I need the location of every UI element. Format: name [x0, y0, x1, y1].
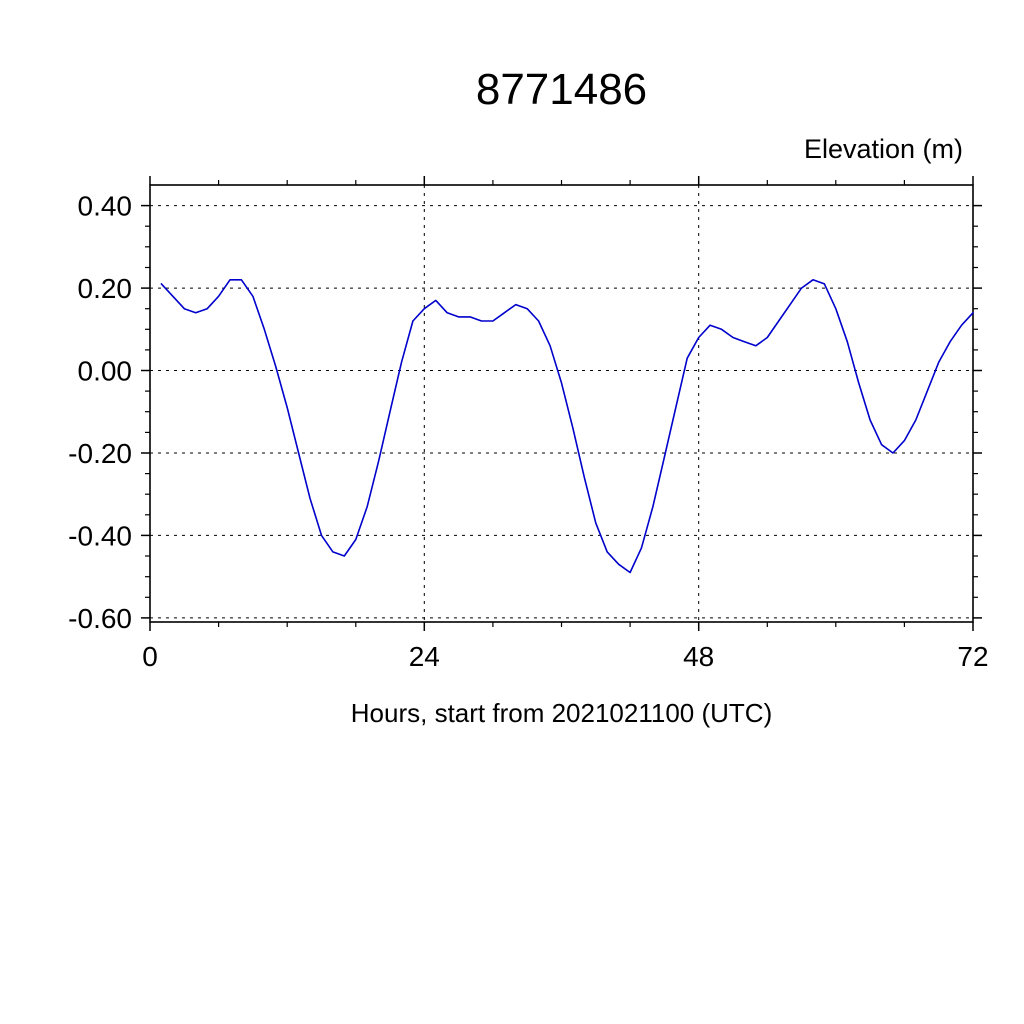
- x-axis-title: Hours, start from 2021021100 (UTC): [350, 698, 773, 728]
- plot-frame: [149, 184, 974, 623]
- y-tick-label: 0.00: [78, 356, 133, 387]
- x-tick-label: 48: [683, 641, 714, 672]
- y-tick-label: -0.60: [68, 603, 132, 634]
- x-tick-label: 24: [409, 641, 440, 672]
- y-tick-label: 0.40: [78, 191, 133, 222]
- chart-title: 8771486: [475, 65, 648, 114]
- y-tick-label: 0.20: [78, 273, 133, 304]
- elevation-series-line: [160, 278, 974, 574]
- y-tick-label: -0.20: [68, 438, 132, 469]
- x-tick-label: 72: [957, 641, 988, 672]
- x-tick-label: 0: [142, 641, 158, 672]
- y-axis-title: Elevation (m): [803, 134, 963, 164]
- y-tick-label: -0.40: [68, 520, 132, 551]
